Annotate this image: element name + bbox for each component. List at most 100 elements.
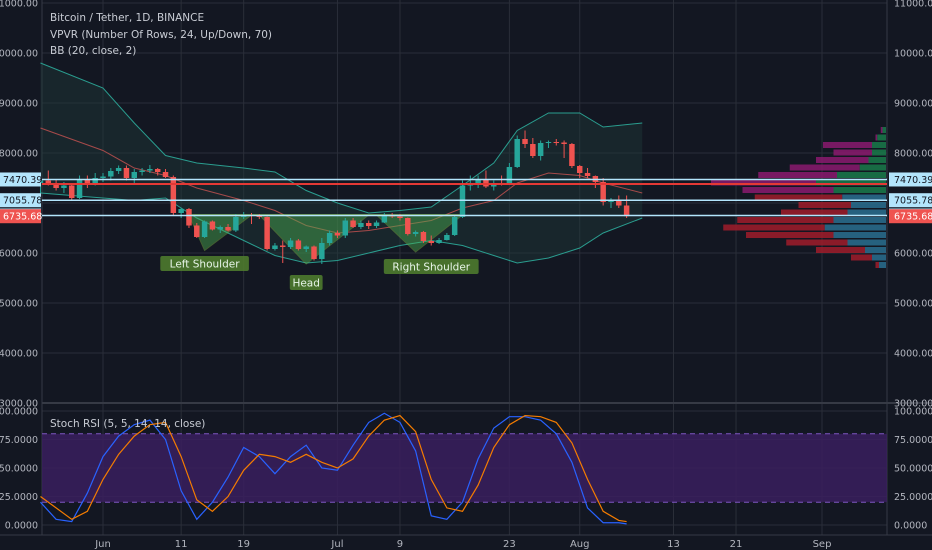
stoch-band-background	[42, 433, 887, 503]
candle	[225, 224, 231, 232]
candle-body	[350, 220, 356, 227]
candle-body	[178, 209, 184, 213]
pattern-label-box	[160, 256, 249, 271]
stoch-tick-left: 75.0000	[0, 435, 38, 446]
price-tag-text: 7470.39	[894, 175, 932, 186]
y-tick-right: 6000.00	[894, 249, 932, 260]
candle	[295, 239, 302, 251]
pattern-annotations: Left Shoulder Head Right Shoulder	[160, 256, 479, 290]
candle	[530, 138, 536, 158]
stoch-d-line	[40, 414, 627, 523]
candle-body	[287, 240, 294, 247]
candle	[428, 235, 434, 246]
candle-body	[45, 180, 52, 184]
x-tick: Jul	[330, 539, 343, 550]
x-tick: Aug	[570, 539, 590, 550]
stoch-k-line	[40, 412, 627, 525]
candle-body	[373, 222, 380, 226]
candle-body	[553, 142, 560, 143]
x-tick: Jun	[94, 539, 111, 550]
vpvr-bar-up	[833, 187, 886, 193]
vpvr-bar-down	[781, 209, 848, 216]
candle	[201, 220, 208, 238]
vpvr-bar-up	[865, 247, 886, 253]
pattern-label: Right Shoulder	[383, 259, 479, 274]
vpvr-bar-down	[789, 164, 860, 171]
vpvr-bar-up	[851, 202, 886, 208]
candle-body	[303, 246, 309, 249]
candle-body	[225, 227, 231, 231]
candle	[576, 165, 583, 178]
candle-body	[84, 179, 91, 183]
price-tag-text: 6735.68	[894, 212, 932, 223]
vpvr-bar-down	[823, 142, 872, 148]
candle-body	[131, 172, 137, 178]
pattern-label: Left Shoulder	[160, 256, 249, 271]
candle-body	[194, 225, 200, 237]
price-tag-left: 7470.39	[0, 172, 42, 187]
price-tag-right: 7470.39	[889, 172, 932, 187]
candle-body	[444, 235, 450, 240]
candle	[131, 169, 137, 183]
price-tag-box	[0, 172, 41, 187]
volume-profile	[711, 127, 886, 268]
y-tick-right: 11000.00	[894, 0, 932, 10]
candle	[178, 208, 184, 218]
candle	[584, 168, 591, 178]
vpvr-bar-up	[847, 239, 886, 246]
vpvr-bar-up	[872, 149, 886, 156]
vpvr-bar-down	[798, 202, 851, 208]
candle-body	[69, 185, 75, 198]
vpvr-legend[interactable]: VPVR (Number Of Rows, 24, Up/Down, 70)	[50, 29, 273, 41]
y-tick-right: 9000.00	[894, 99, 932, 110]
y-tick-right: 4000.00	[894, 349, 932, 360]
vpvr-bar-down	[737, 217, 834, 223]
candle	[100, 173, 106, 182]
candle-body	[576, 166, 583, 173]
candle-body	[436, 240, 442, 243]
price-tag-box	[889, 193, 932, 208]
vpvr-bar-up	[847, 209, 886, 216]
symbol-legend[interactable]: Bitcoin / Tether, 1D, BINANCE	[50, 12, 205, 24]
candle-body	[76, 179, 83, 198]
bb-legend[interactable]: BB (20, close, 2)	[50, 45, 137, 57]
vpvr-bar-up	[833, 232, 886, 238]
price-tag-text: 7470.39	[3, 175, 42, 186]
vpvr-bar-down	[711, 179, 816, 186]
pattern-label-text: Head	[292, 278, 319, 290]
candle-body	[100, 176, 106, 178]
price-tag-right: 7055.78	[889, 193, 932, 208]
candle-body	[139, 170, 145, 172]
candle-body	[584, 173, 591, 176]
candle	[84, 175, 91, 188]
vpvr-bar-down	[875, 134, 878, 141]
y-tick-right: 5000.00	[894, 299, 932, 310]
candle	[358, 220, 364, 229]
x-tick: 11	[175, 539, 188, 550]
stoch-legend[interactable]: Stoch RSI (5, 5, 14, 14, close)	[50, 418, 206, 430]
candle-body	[201, 221, 208, 237]
stoch-tick-left: 50.0000	[0, 464, 38, 475]
candle-body	[537, 143, 544, 156]
vpvr-bar-up	[868, 157, 886, 163]
candle-body	[459, 185, 466, 217]
candle-body	[569, 144, 575, 166]
y-tick-left: 10000.00	[0, 49, 38, 60]
candle-body	[334, 233, 341, 236]
candle-body	[61, 185, 67, 188]
candle-body	[412, 232, 419, 234]
price-tag-left: 6735.68	[0, 209, 42, 224]
candle	[115, 165, 122, 174]
x-tick: 19	[237, 539, 250, 550]
pattern-label-box	[289, 275, 323, 290]
candle	[108, 168, 114, 181]
candle	[154, 168, 161, 176]
vpvr-bar-up	[872, 254, 886, 261]
candle-body	[506, 167, 513, 184]
candle-body	[295, 240, 302, 249]
candle	[287, 238, 294, 249]
pattern-label-text: Left Shoulder	[170, 259, 241, 271]
stoch-rsi-lines	[40, 412, 627, 525]
y-tick-left: 5000.00	[0, 299, 38, 310]
